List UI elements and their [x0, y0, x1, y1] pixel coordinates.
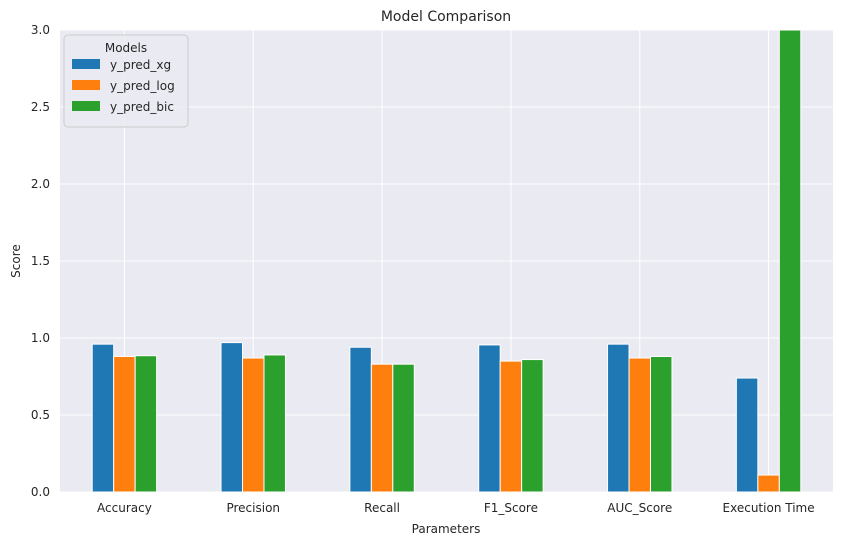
bar-y-pred-xg — [607, 343, 630, 493]
bar-y-pred-bic — [134, 355, 158, 493]
legend-label: y_pred_bic — [110, 100, 174, 114]
bar-y-pred-xg — [220, 342, 244, 493]
legend-swatch — [72, 101, 100, 111]
x-tick-label: Precision — [226, 501, 280, 515]
bar-y-pred-bic — [392, 363, 415, 493]
bar-y-pred-log — [757, 474, 780, 493]
y-tick-label: 2.0 — [31, 177, 50, 191]
x-tick-label: Accuracy — [97, 501, 152, 515]
x-axis-label: Parameters — [412, 522, 481, 536]
y-tick-label: 1.5 — [31, 254, 50, 268]
bar-y-pred-bic — [263, 354, 286, 493]
legend-swatch — [72, 80, 100, 90]
x-tick-label: Recall — [364, 501, 400, 515]
legend: Models y_pred_xg y_pred_log y_pred_bic — [63, 34, 189, 128]
bar-y-pred-bic — [521, 359, 544, 493]
bar-y-pred-bic — [649, 355, 673, 493]
y-axis-label: Score — [9, 244, 23, 278]
bar-y-pred-log — [242, 357, 265, 493]
y-tick-label: 3.0 — [31, 23, 50, 37]
y-tick-label: 0.0 — [31, 485, 50, 499]
x-tick-label: AUC_Score — [607, 501, 672, 515]
x-tick-label: F1_Score — [484, 501, 538, 515]
y-ticks: 0.0 0.5 1.0 1.5 2.0 2.5 3.0 — [31, 23, 50, 499]
bar-y-pred-log — [499, 360, 523, 493]
legend-label: y_pred_log — [110, 79, 175, 93]
bar-y-pred-bic — [778, 29, 802, 493]
y-tick-label: 2.5 — [31, 100, 50, 114]
bars — [91, 29, 802, 493]
bar-y-pred-xg — [349, 346, 372, 493]
legend-swatch — [72, 59, 100, 69]
bar-y-pred-log — [628, 357, 651, 493]
bar-y-pred-xg — [91, 343, 115, 493]
bar-y-pred-xg — [478, 344, 501, 493]
legend-label: y_pred_xg — [110, 58, 171, 72]
bar-y-pred-log — [370, 363, 394, 493]
x-tick-label: Execution Time — [723, 501, 815, 515]
bar-y-pred-log — [113, 355, 136, 493]
y-tick-label: 0.5 — [31, 408, 50, 422]
legend-items: y_pred_xg y_pred_log y_pred_bic — [72, 58, 175, 114]
legend-title: Models — [105, 41, 147, 55]
chart-title: Model Comparison — [381, 9, 511, 25]
bar-y-pred-xg — [735, 377, 759, 493]
x-ticks: Accuracy Precision Recall F1_Score AUC_Score… — [97, 501, 815, 515]
y-tick-label: 1.0 — [31, 331, 50, 345]
